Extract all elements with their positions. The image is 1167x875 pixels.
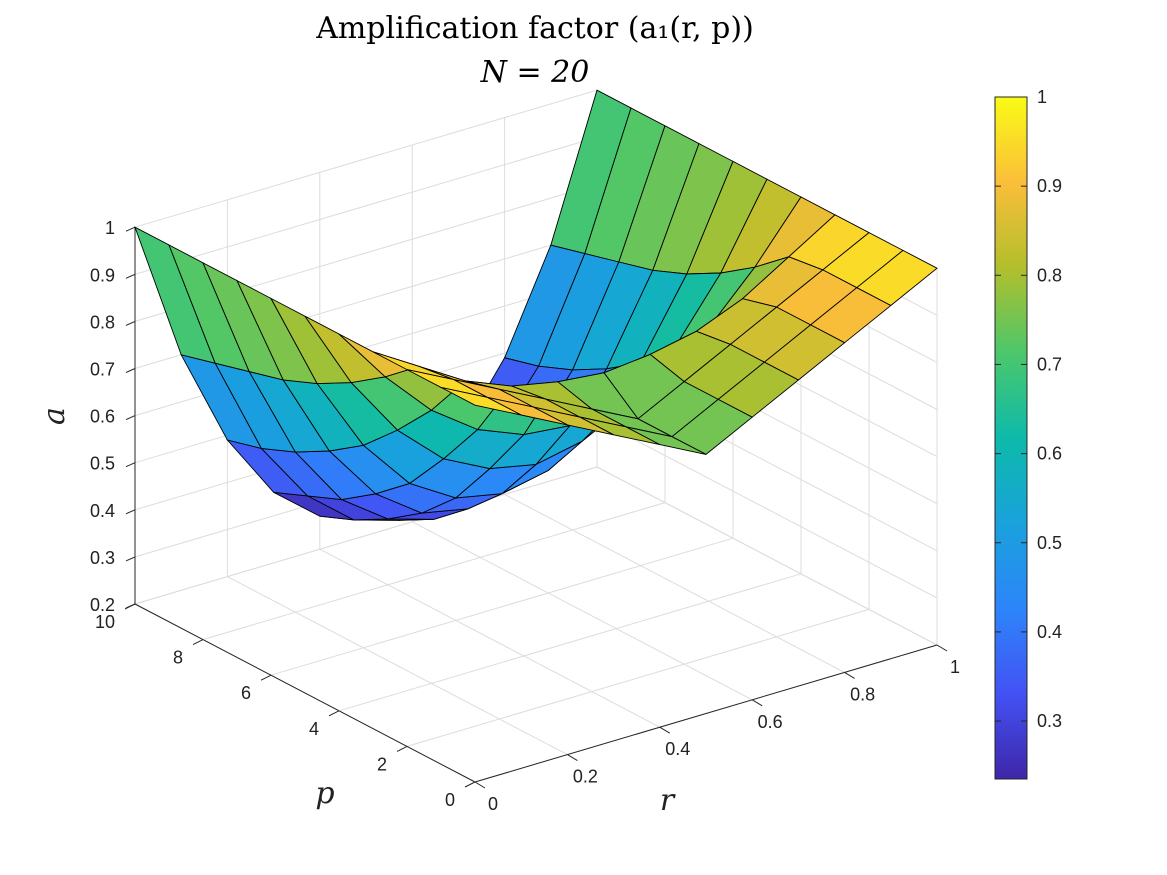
x-tick-label: 0.8 bbox=[850, 684, 875, 704]
z-tick-label: 0.4 bbox=[90, 501, 115, 521]
x-tick-label: 0 bbox=[488, 794, 498, 814]
z-tick-label: 1 bbox=[105, 218, 115, 238]
y-tick-label: 10 bbox=[95, 612, 115, 632]
y-axis-label: p bbox=[315, 776, 334, 811]
y-tick-label: 8 bbox=[173, 648, 183, 668]
z-tick-label: 0.3 bbox=[90, 548, 115, 568]
z-tick-label: 0.6 bbox=[90, 407, 115, 427]
x-tick-label: 0.6 bbox=[758, 712, 783, 732]
tick-labels: 00.20.40.60.8102468100.20.30.40.50.60.70… bbox=[90, 218, 960, 814]
chart-subtitle: N = 20 bbox=[480, 55, 590, 90]
z-tick-label: 0.5 bbox=[90, 454, 115, 474]
x-axis-label: r bbox=[660, 783, 676, 818]
colorbar-tick-label: 0.5 bbox=[1037, 533, 1062, 553]
colorbar-tick-label: 0.4 bbox=[1037, 622, 1062, 642]
y-tick-label: 2 bbox=[377, 754, 387, 774]
z-tick-label: 0.9 bbox=[90, 265, 115, 285]
z-tick-label: 0.7 bbox=[90, 360, 115, 380]
colorbar-tick-label: 0.8 bbox=[1037, 265, 1062, 285]
colorbar bbox=[994, 96, 1028, 780]
colorbar-ticks: 0.3 0.4 0.5 0.6 0.7 0.8 0.9 1 bbox=[995, 87, 1062, 731]
y-tick-label: 0 bbox=[445, 790, 455, 810]
surface-patches bbox=[134, 89, 938, 521]
colorbar-tick-label: 0.6 bbox=[1037, 444, 1062, 464]
x-tick-label: 0.2 bbox=[573, 767, 598, 787]
colorbar-tick-label: 0.9 bbox=[1037, 176, 1062, 196]
y-tick-label: 6 bbox=[241, 683, 251, 703]
x-tick-label: 0.4 bbox=[665, 739, 690, 759]
z-axis-label: a bbox=[37, 407, 72, 425]
y-tick-label: 4 bbox=[309, 719, 319, 739]
colorbar-tick-label: 1 bbox=[1037, 87, 1047, 107]
chart-title: Amplification factor (a₁(r, p)) bbox=[315, 11, 754, 46]
axes-box bbox=[124, 226, 948, 789]
z-tick-label: 0.8 bbox=[90, 312, 115, 332]
x-tick-label: 1 bbox=[950, 657, 960, 677]
colorbar-tick-label: 0.3 bbox=[1037, 711, 1062, 731]
colorbar-tick-label: 0.7 bbox=[1037, 354, 1062, 374]
z-tick-label: 0.2 bbox=[90, 595, 115, 615]
surface-patch bbox=[440, 386, 522, 416]
